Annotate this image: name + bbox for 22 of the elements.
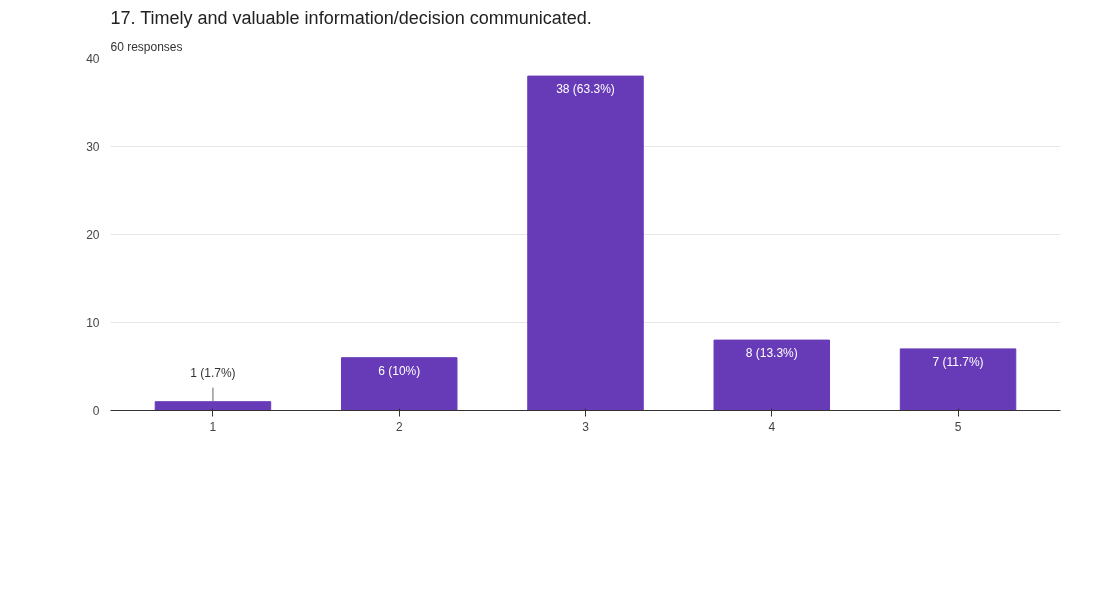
data-label: 1 (1.7%) (190, 365, 236, 380)
x-tick-label: 1 (209, 419, 217, 434)
chart-subtitle: 60 responses (110, 39, 183, 54)
x-tick-label: 4 (768, 419, 776, 434)
y-tick-label: 40 (86, 52, 100, 66)
x-tick-label: 5 (954, 419, 962, 434)
bar (340, 357, 458, 411)
bar (713, 339, 831, 411)
bar (154, 401, 272, 411)
chart-title: 17. Timely and valuable information/decision communicated. (110, 7, 592, 28)
data-label: 7 (11.7%) (932, 354, 984, 369)
data-label: 38 (63.3%) (556, 82, 615, 97)
y-tick-label: 10 (86, 316, 100, 330)
x-tick-label: 2 (395, 419, 403, 434)
x-tick-label: 3 (582, 419, 590, 434)
data-label: 8 (13.3%) (745, 346, 798, 361)
bar (527, 75, 644, 411)
data-label: 6 (10%) (378, 363, 421, 378)
bar (899, 348, 1017, 411)
y-tick-label: 30 (86, 140, 100, 154)
y-tick-label: 20 (86, 228, 100, 242)
y-tick-label: 0 (92, 404, 100, 418)
